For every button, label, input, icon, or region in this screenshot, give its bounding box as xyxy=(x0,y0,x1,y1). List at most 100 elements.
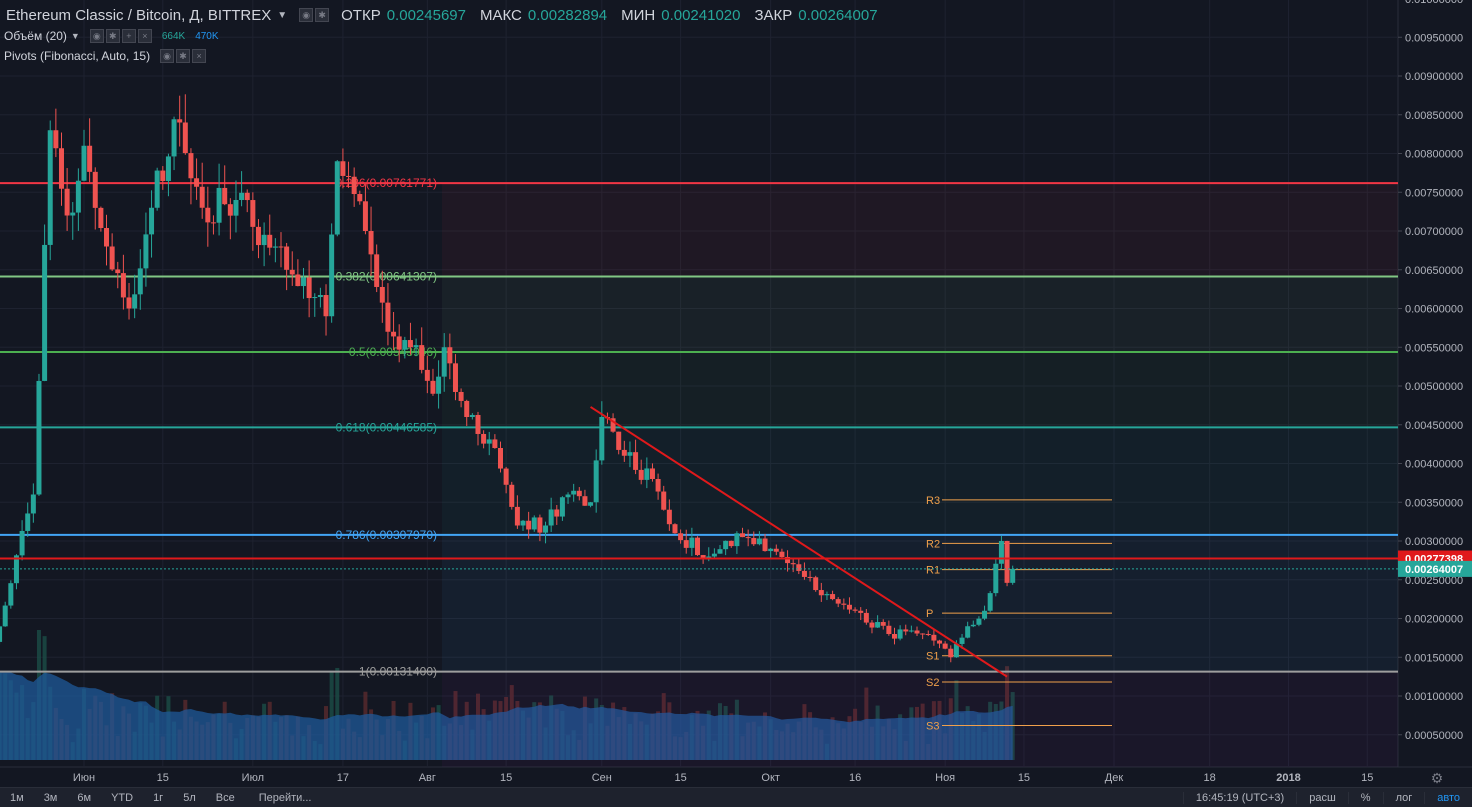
candle-body xyxy=(914,630,920,634)
candle-body xyxy=(430,380,436,394)
candle-body xyxy=(616,431,622,450)
candle-body xyxy=(599,417,605,461)
price-tick-label: 0.00600000 xyxy=(1405,304,1463,316)
range-all[interactable]: Все xyxy=(215,791,235,804)
candle-body xyxy=(250,200,256,227)
range-1y[interactable]: 1г xyxy=(153,791,164,804)
time-tick-label: Сен xyxy=(592,772,612,784)
candle-body xyxy=(526,520,532,530)
close-icon[interactable]: × xyxy=(137,29,152,43)
toggle-percent[interactable]: % xyxy=(1347,791,1383,804)
candle-body xyxy=(42,244,48,381)
toggle-log[interactable]: лог xyxy=(1382,791,1425,804)
candle-body xyxy=(194,178,200,187)
chevron-down-icon[interactable]: ▼ xyxy=(70,31,80,41)
close-icon[interactable]: × xyxy=(192,49,207,63)
candle-body xyxy=(210,222,216,224)
candle-body xyxy=(486,439,492,444)
candle-body xyxy=(295,274,301,287)
settings-icon[interactable]: ✱ xyxy=(105,29,120,43)
settings-icon[interactable]: ✱ xyxy=(176,49,191,63)
eye-icon[interactable]: ◉ xyxy=(89,29,104,43)
candle-body xyxy=(498,448,504,469)
high-label: МАКС xyxy=(479,6,522,24)
toggle-extended[interactable]: расш xyxy=(1296,791,1348,804)
volume-indicator-label[interactable]: Объём (20) xyxy=(4,29,67,43)
time-tick-label: Ноя xyxy=(935,772,955,784)
range-1m[interactable]: 1м xyxy=(10,791,24,804)
candle-body xyxy=(149,207,155,235)
time-tick-label: 15 xyxy=(1361,772,1373,784)
candle-body xyxy=(649,468,655,479)
candle-body xyxy=(942,643,948,649)
candle-body xyxy=(863,612,869,623)
pivot-label: P xyxy=(926,608,933,620)
candle-body xyxy=(711,553,717,557)
candle-body xyxy=(165,156,171,181)
candle-body xyxy=(323,295,329,317)
range-5y[interactable]: 5л xyxy=(183,791,196,804)
candle-body xyxy=(402,340,408,350)
price-tick-label: 0.00800000 xyxy=(1405,149,1463,161)
time-tick-label: Дек xyxy=(1105,772,1124,784)
candle-body xyxy=(796,564,802,571)
candle-body xyxy=(436,376,442,394)
candle-body xyxy=(728,540,734,547)
candle-body xyxy=(199,186,205,208)
price-tick-label: 0.00750000 xyxy=(1405,187,1463,199)
candle-body xyxy=(886,625,892,634)
gear-icon[interactable]: ⚙ xyxy=(1430,770,1444,786)
symbol-title[interactable]: Ethereum Classic / Bitcoin, Д, BITTREX xyxy=(6,6,272,24)
candle-body xyxy=(970,624,976,627)
candle-body xyxy=(0,626,3,642)
candle-body xyxy=(385,302,391,332)
fib-level-label: 0.382(0.00641307) xyxy=(336,269,437,283)
time-tick-label: 17 xyxy=(337,772,349,784)
range-3m[interactable]: 3м xyxy=(43,791,58,804)
clock: 16:45:19 (UTC+3) xyxy=(1182,791,1296,804)
candle-body xyxy=(351,176,357,195)
toggle-auto[interactable]: авто xyxy=(1424,791,1472,804)
plus-icon[interactable]: + xyxy=(121,29,136,43)
candle-body xyxy=(655,479,661,492)
candle-body xyxy=(976,618,982,625)
candle-body xyxy=(694,537,700,556)
settings-icon[interactable]: ✱ xyxy=(315,8,330,22)
eye-icon[interactable]: ◉ xyxy=(160,49,175,63)
price-tick-label: 0.00150000 xyxy=(1405,652,1463,664)
candle-body xyxy=(312,297,318,299)
time-tick-label: Авг xyxy=(419,772,436,784)
range-6m[interactable]: 6м xyxy=(77,791,92,804)
candle-body xyxy=(340,161,346,176)
time-tick-label: 16 xyxy=(849,772,861,784)
low-value: 0.00241020 xyxy=(661,6,741,24)
fib-zone xyxy=(442,534,1398,672)
candle-body xyxy=(756,538,762,545)
candle-body xyxy=(75,180,81,213)
eye-icon[interactable]: ◉ xyxy=(299,8,314,22)
chevron-down-icon[interactable]: ▼ xyxy=(277,9,288,21)
candle-body xyxy=(982,610,988,619)
candle-body xyxy=(824,594,830,596)
candle-body xyxy=(154,170,160,208)
high-value: 0.00282894 xyxy=(527,6,608,24)
pivots-indicator-label[interactable]: Pivots (Fibonacci, Auto, 15) xyxy=(4,49,151,63)
candle-body xyxy=(64,188,70,216)
candle-body xyxy=(937,640,943,644)
candle-body xyxy=(762,538,768,552)
close-label: ЗАКР xyxy=(754,6,793,24)
candle-body xyxy=(346,175,352,177)
candle-body xyxy=(768,548,774,552)
fib-level-label: 1(0.00131400) xyxy=(359,665,437,679)
fib-level-label: 0.618(0.00446585) xyxy=(336,420,437,434)
price-tick-label: 0.00350000 xyxy=(1405,497,1463,509)
candle-body xyxy=(537,517,543,533)
candle-body xyxy=(672,524,678,534)
candle-body xyxy=(880,622,886,626)
candle-body xyxy=(644,468,650,480)
goto-button[interactable]: Перейти... xyxy=(258,791,312,804)
candle-body xyxy=(633,452,639,470)
candle-body xyxy=(875,622,881,628)
range-ytd[interactable]: YTD xyxy=(111,791,134,804)
